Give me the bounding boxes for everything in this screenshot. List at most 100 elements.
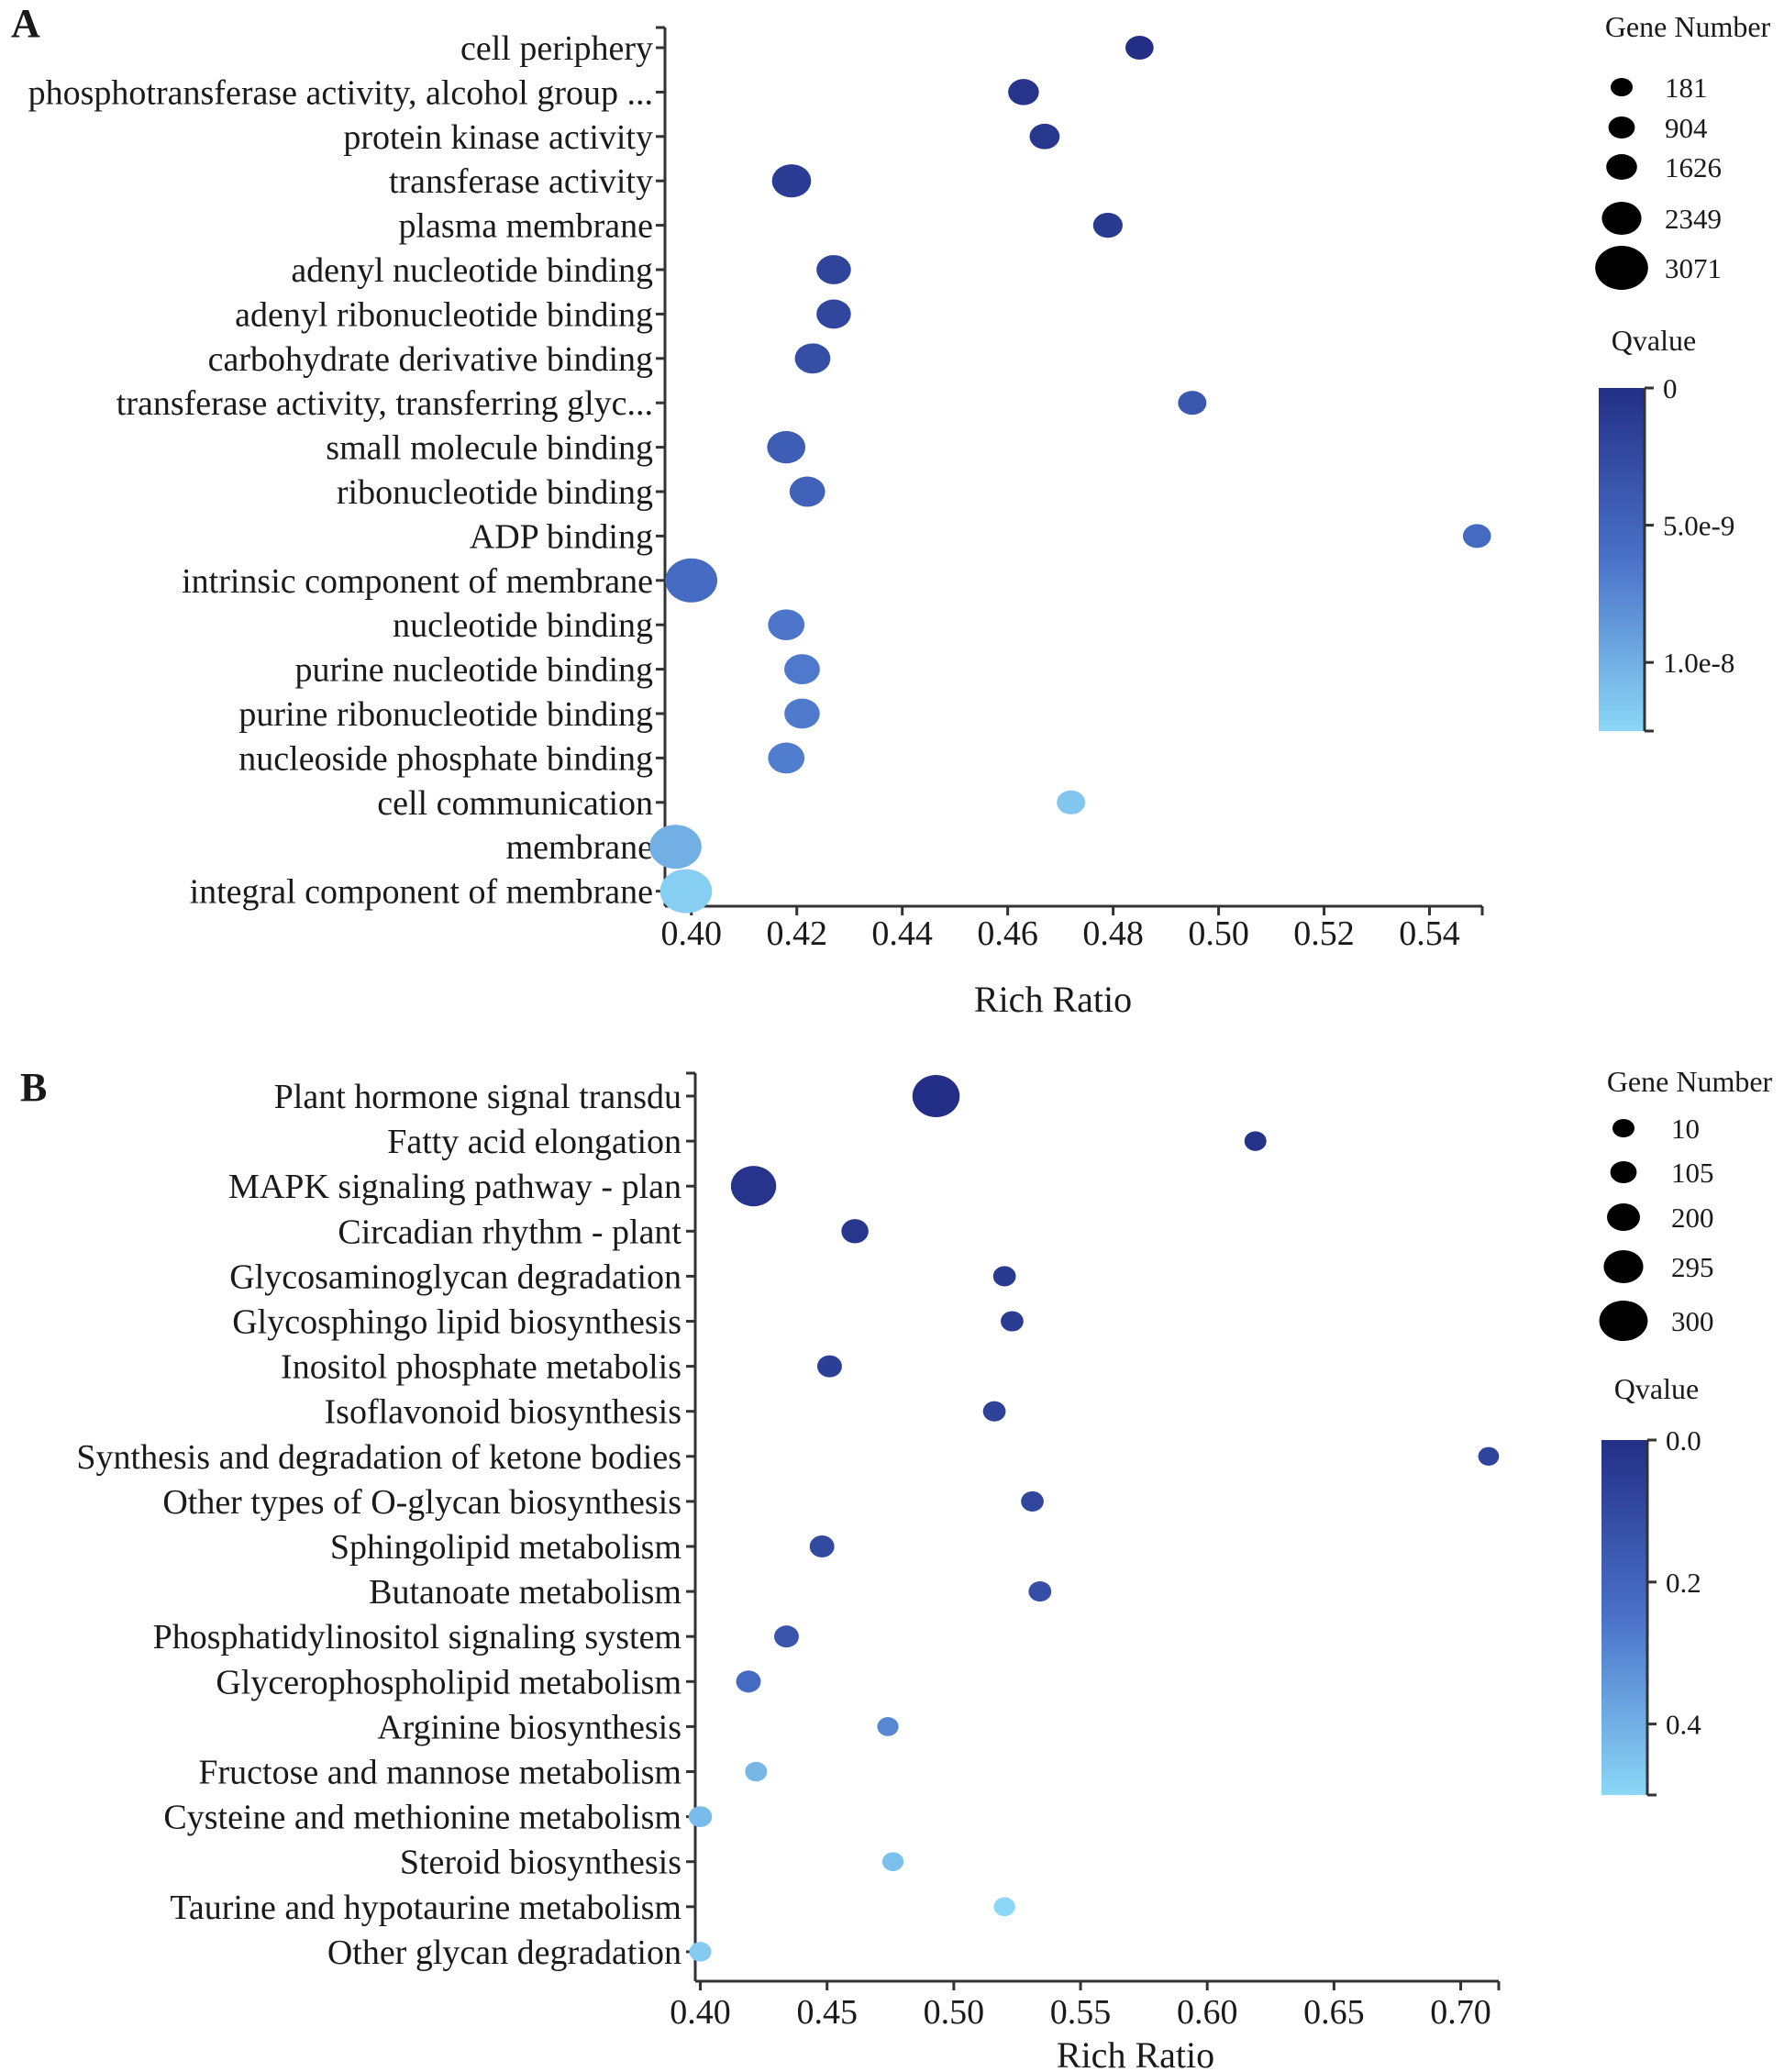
panel-a-label: A xyxy=(11,1,40,46)
panel-b-category-label: Glycosphingo lipid biosynthesis xyxy=(232,1303,681,1342)
panel-a-bubble xyxy=(767,430,806,464)
panel-b-bubble xyxy=(745,1761,768,1782)
panel-a-bubble xyxy=(1008,79,1039,105)
panel-b-bubble xyxy=(912,1075,960,1117)
panel-a-bubble xyxy=(768,609,805,641)
panel-a-bubble xyxy=(789,476,826,507)
panel-a-size-legend-value: 3071 xyxy=(1665,252,1722,284)
panel-b-category-label: Synthesis and degradation of ketone bodi… xyxy=(76,1438,681,1477)
panel-b-category-label: Cysteine and methionine metabolism xyxy=(163,1799,681,1837)
panel-a-size-legend-value: 1626 xyxy=(1665,151,1722,183)
panel-a-bubble xyxy=(784,698,820,729)
panel-b-x-tick-label: 0.70 xyxy=(1430,1993,1491,2032)
panel-a-category-label: cell periphery xyxy=(460,29,653,68)
panel-a-size-legend-dot xyxy=(1606,154,1637,180)
panel-b-category-label: Circadian rhythm - plant xyxy=(338,1213,681,1251)
panel-a-category-label: cell communication xyxy=(377,784,653,823)
panel-b-bubble xyxy=(841,1219,869,1244)
panel-b-bubble xyxy=(1028,1581,1052,1602)
panel-b-size-legend-dot xyxy=(1610,1161,1637,1183)
panel-b-x-axis-title: Rich Ratio xyxy=(1057,2034,1214,2072)
panel-b-category-label: Taurine and hypotaurine metabolism xyxy=(170,1889,681,1927)
panel-b-x-tick-label: 0.50 xyxy=(924,1993,985,2032)
panel-a-x-tick-label: 0.52 xyxy=(1293,914,1355,953)
panel-b-bubble xyxy=(817,1355,842,1378)
panel-a-bubble xyxy=(665,558,718,603)
panel-b-category-label: Other types of O-glycan biosynthesis xyxy=(162,1483,681,1522)
panel-a-x-axis-title: Rich Ratio xyxy=(974,979,1132,1020)
panel-b-category-label: Phosphatidylinositol signaling system xyxy=(153,1618,681,1656)
panel-a-category-label: carbohydrate derivative binding xyxy=(208,340,653,379)
panel-b-size-legend-dot xyxy=(1612,1119,1634,1137)
panel-a-bubble xyxy=(816,255,851,284)
panel-a-x-tick-label: 0.48 xyxy=(1082,914,1144,953)
panel-a-colorbar-tick-label: 5.0e-9 xyxy=(1663,510,1734,542)
panel-a-category-label: integral component of membrane xyxy=(190,873,653,912)
panel-b-category-label: Inositol phosphate metabolis xyxy=(281,1348,681,1387)
panel-a-size-legend-dot xyxy=(1595,246,1648,290)
panel-a-bubble xyxy=(816,299,851,329)
panel-b-category-label: Arginine biosynthesis xyxy=(377,1708,681,1746)
panel-b-x-tick-label: 0.55 xyxy=(1050,1993,1112,2032)
panel-b-size-legend-dot xyxy=(1603,1250,1644,1283)
panel-a-size-legend-dot xyxy=(1608,116,1635,139)
panel-b-category-label: MAPK signaling pathway - plan xyxy=(228,1168,681,1206)
panel-b-bubble xyxy=(736,1670,761,1693)
panel-a-bubble xyxy=(659,869,713,914)
panel-a-category-label: nucleoside phosphate binding xyxy=(238,739,653,778)
panel-a-size-legend-value: 181 xyxy=(1665,72,1708,104)
panel-b-bubble xyxy=(1478,1446,1500,1466)
panel-b-bubble xyxy=(982,1401,1006,1422)
panel-b-x-tick-label: 0.45 xyxy=(796,1993,858,2032)
panel-a-bubble xyxy=(1029,123,1060,150)
panel-a-bubble xyxy=(771,164,812,198)
panel-b-size-legend-value: 105 xyxy=(1671,1157,1714,1189)
panel-b-bubble xyxy=(774,1625,799,1648)
panel-b-size-legend-dot xyxy=(1599,1301,1648,1341)
panel-b-bubble xyxy=(809,1535,835,1558)
panel-a-size-legend-dot xyxy=(1611,78,1633,96)
panel-a-size-legend-value: 904 xyxy=(1665,112,1708,144)
panel-a-bubble xyxy=(1178,391,1207,416)
panel-a-category-label: transferase activity, transferring glyc.… xyxy=(116,384,653,423)
panel-b-category-label: Plant hormone signal transdu xyxy=(274,1078,681,1116)
panel-a-colorbar-tick-label: 0 xyxy=(1663,372,1678,404)
panel-b-bubble xyxy=(881,1852,904,1872)
panel-b-category-label: Glycosaminoglycan degradation xyxy=(229,1258,681,1296)
panel-a-x-tick-label: 0.40 xyxy=(660,914,722,953)
panel-b-colorbar-tick-label: 0.0 xyxy=(1666,1424,1701,1457)
panel-a-bubble xyxy=(1125,36,1154,60)
panel-a-category-label: transferase activity xyxy=(389,162,653,201)
panel-b-chart: B Plant hormone signal transdu Fatty acid … xyxy=(20,1065,1773,2072)
panel-a-category-label: plasma membrane xyxy=(398,207,653,246)
panel-a-category-label: intrinsic component of membrane xyxy=(182,562,653,601)
panel-a-x-tick-label: 0.44 xyxy=(871,914,933,953)
panel-a-x-tick-label: 0.42 xyxy=(766,914,827,953)
panel-b-bubble xyxy=(689,1942,712,1962)
panel-a-bubble xyxy=(794,343,831,374)
panel-b-category-label: Butanoate metabolism xyxy=(369,1573,681,1612)
panel-a-x-tick-label: 0.46 xyxy=(977,914,1038,953)
panel-a-size-legend-dot xyxy=(1601,202,1642,235)
panel-b-x-tick-label: 0.65 xyxy=(1303,1993,1365,2032)
panel-a-x-tick-label: 0.54 xyxy=(1399,914,1460,953)
panel-a-category-label: adenyl nucleotide binding xyxy=(291,251,653,290)
panel-b-size-legend-title: Gene Number xyxy=(1607,1065,1773,1098)
panel-a-qvalue-colorbar xyxy=(1599,388,1645,731)
panel-b-qvalue-legend-title: Qvalue xyxy=(1614,1372,1699,1405)
panel-a-category-label: ADP binding xyxy=(470,517,653,556)
panel-b-bubble xyxy=(730,1166,777,1207)
panel-b-category-label: Isoflavonoid biosynthesis xyxy=(325,1393,681,1432)
panel-a-category-label: purine ribonucleotide binding xyxy=(238,695,653,734)
panel-a-category-label: small molecule binding xyxy=(326,429,653,468)
panel-b-bubble xyxy=(993,1897,1015,1917)
panel-b-category-label: Sphingolipid metabolism xyxy=(330,1528,681,1567)
panel-b-label: B xyxy=(20,1065,47,1110)
panel-a-size-legend-value: 2349 xyxy=(1665,203,1722,235)
panel-b-category-label: Fatty acid elongation xyxy=(387,1123,681,1161)
panel-b-x-tick-label: 0.60 xyxy=(1177,1993,1238,2032)
panel-b-bubble xyxy=(877,1717,899,1736)
panel-a-category-label: phosphotransferase activity, alcohol gro… xyxy=(28,73,653,112)
